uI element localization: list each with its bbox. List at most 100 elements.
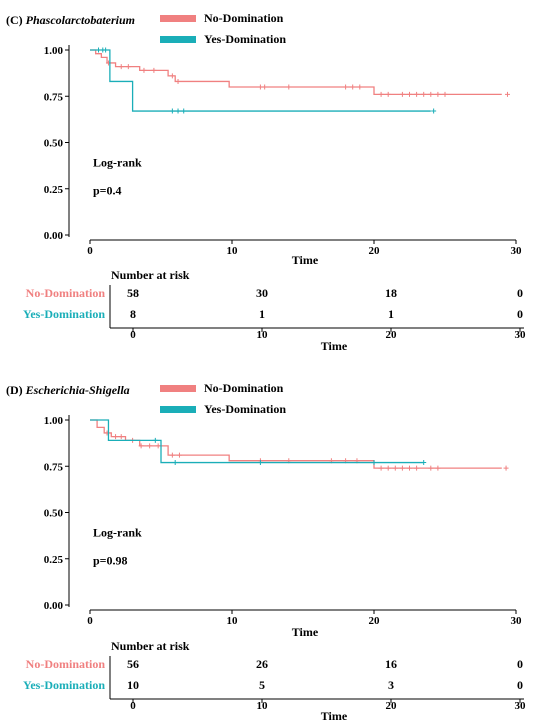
- censor-mark-0-19: [428, 91, 434, 97]
- risk-tick-label-3: 30: [515, 329, 527, 341]
- censor-mark-1-2: [257, 460, 263, 466]
- censor-mark-1-6: [431, 108, 437, 114]
- risk-row-label-0: No-Domination: [26, 657, 106, 671]
- risk-value-0-1: 30: [256, 286, 268, 300]
- censor-mark-0-5: [147, 443, 153, 449]
- risk-value-1-1: 1: [259, 307, 265, 321]
- x-tick-label-2: 20: [369, 615, 381, 627]
- y-tick-label-1: 0.25: [44, 554, 64, 566]
- censor-mark-1-2: [103, 47, 109, 53]
- censor-mark-0-21: [435, 465, 441, 471]
- risk-value-0-0: 58: [127, 286, 139, 300]
- censor-mark-0-22: [503, 465, 509, 471]
- censor-mark-1-5: [181, 108, 187, 114]
- censor-mark-0-11: [350, 84, 356, 90]
- y-tick-label-0: 0.00: [44, 230, 64, 242]
- censor-mark-0-8: [262, 84, 268, 90]
- title-prefix: (D): [6, 383, 26, 397]
- censor-mark-0-20: [428, 465, 434, 471]
- risk-row-label-1: Yes-Domination: [23, 678, 105, 692]
- risk-value-1-2: 1: [388, 307, 394, 321]
- x-tick-label-1: 10: [227, 245, 239, 257]
- censor-mark-1-4: [421, 460, 427, 466]
- risk-value-0-2: 18: [385, 286, 397, 300]
- risk-value-0-0: 56: [127, 657, 139, 671]
- risk-row-label-0: No-Domination: [26, 286, 106, 300]
- y-tick-label-4: 1.00: [44, 45, 64, 57]
- risk-value-1-0: 10: [127, 678, 139, 692]
- risk-row-label-1: Yes-Domination: [23, 307, 105, 321]
- p-value-label: p=0.98: [93, 553, 128, 567]
- risk-value-1-3: 0: [517, 678, 523, 692]
- x-tick-label-0: 0: [87, 615, 93, 627]
- risk-value-1-3: 0: [517, 307, 523, 321]
- censor-mark-0-15: [399, 91, 405, 97]
- censor-mark-0-1: [118, 64, 124, 70]
- x-tick-label-1: 10: [227, 615, 239, 627]
- legend-label-1: Yes-Domination: [204, 32, 286, 46]
- legend-label-0: No-Domination: [204, 381, 284, 395]
- censor-mark-0-22: [504, 91, 510, 97]
- risk-tick-label-0: 0: [130, 329, 136, 341]
- censor-mark-0-19: [414, 465, 420, 471]
- risk-tick-label-1: 10: [257, 329, 269, 341]
- x-tick-label-3: 30: [511, 245, 523, 257]
- censor-mark-0-4: [138, 443, 144, 449]
- censor-mark-0-1: [113, 434, 119, 440]
- censor-mark-0-7: [257, 84, 263, 90]
- censor-mark-0-21: [442, 91, 448, 97]
- p-value-label: p=0.4: [93, 183, 122, 197]
- km-curve-0: [90, 49, 502, 96]
- km-curve-1: [90, 49, 431, 112]
- censor-mark-0-6: [155, 443, 161, 449]
- legend-swatch-0: [160, 15, 196, 22]
- censor-mark-0-16: [407, 91, 412, 97]
- legend-swatch-1: [160, 36, 196, 43]
- km-panel-1: (D) Escherichia-Shigella No-Domination Yes…: [6, 381, 526, 723]
- x-tick-label-0: 0: [87, 245, 93, 257]
- censor-mark-0-2: [118, 434, 124, 440]
- x-axis-label: Time: [292, 253, 319, 267]
- legend-swatch-0: [160, 385, 196, 392]
- x-axis-label: Time: [292, 625, 319, 639]
- km-curve-0: [90, 419, 502, 469]
- censor-mark-0-17: [399, 465, 405, 471]
- y-tick-label-3: 0.75: [44, 461, 64, 473]
- censor-mark-0-3: [141, 67, 147, 73]
- censor-mark-0-18: [407, 465, 412, 471]
- y-tick-label-2: 0.50: [44, 138, 64, 150]
- legend-label-0: No-Domination: [204, 11, 284, 25]
- km-curve-1: [90, 419, 424, 464]
- title-prefix: (C): [6, 13, 26, 27]
- censor-mark-0-5: [169, 73, 175, 79]
- censor-mark-0-4: [151, 67, 157, 73]
- censor-mark-1-3: [169, 108, 175, 114]
- censor-mark-1-3: [371, 460, 377, 466]
- logrank-label: Log-rank: [93, 156, 142, 170]
- x-tick-label-3: 30: [511, 615, 523, 627]
- risk-value-0-3: 0: [517, 286, 523, 300]
- censor-mark-0-15: [385, 465, 391, 471]
- censor-mark-0-12: [357, 84, 363, 90]
- y-tick-label-2: 0.50: [44, 508, 64, 520]
- censor-mark-0-14: [385, 91, 391, 97]
- censor-mark-0-9: [286, 84, 292, 90]
- risk-value-1-0: 8: [130, 307, 136, 321]
- chart-title: (D) Escherichia-Shigella: [6, 383, 130, 397]
- censor-mark-0-17: [414, 91, 420, 97]
- risk-tick-label-3: 30: [515, 700, 527, 712]
- censor-mark-0-18: [421, 91, 427, 97]
- legend-swatch-1: [160, 406, 196, 413]
- risk-tick-label-1: 10: [257, 700, 269, 712]
- censor-mark-1-0: [152, 437, 158, 443]
- risk-value-0-3: 0: [517, 657, 523, 671]
- censor-mark-0-8: [176, 452, 182, 458]
- censor-mark-1-4: [175, 108, 181, 114]
- risk-value-1-2: 3: [388, 678, 394, 692]
- risk-value-0-2: 16: [385, 657, 397, 671]
- logrank-label: Log-rank: [93, 526, 142, 540]
- risk-tick-label-2: 20: [386, 329, 398, 341]
- legend-label-1: Yes-Domination: [204, 402, 286, 416]
- risk-x-axis-label: Time: [321, 339, 348, 353]
